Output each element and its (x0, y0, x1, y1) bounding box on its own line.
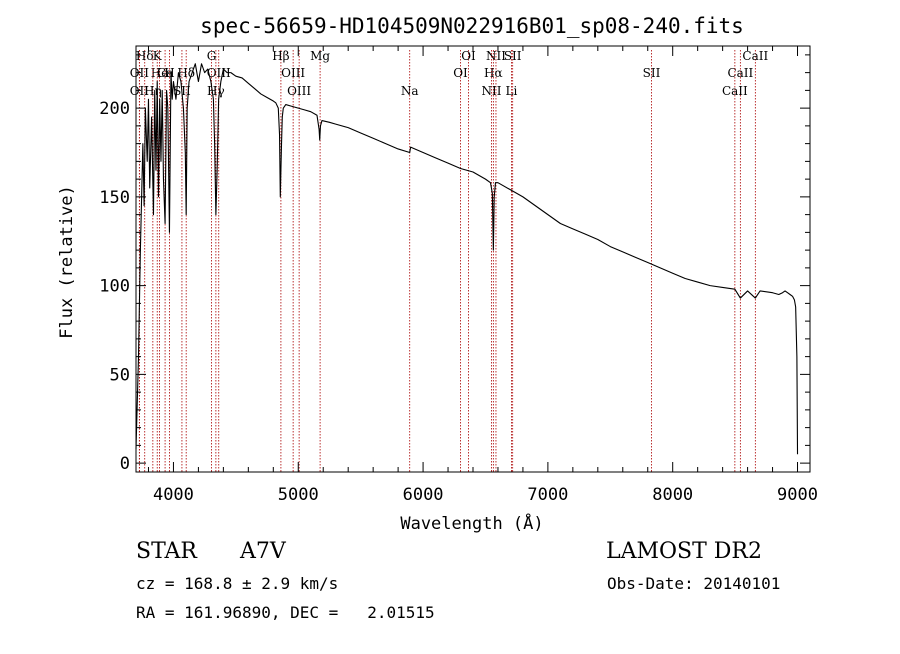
spectral-line-markers: HδKGHβMgOINIISIICaIIOIIHeCaHHδOIIIOIIIOI… (130, 49, 768, 472)
spectral-line-label: SII (504, 49, 522, 63)
spectral-line-label: K (153, 49, 163, 63)
spectral-line-label: NII (486, 49, 506, 63)
x-tick-label: 9000 (777, 485, 818, 505)
spectral-line-label: Li (506, 84, 518, 98)
axis-ticks: 4000 5000 6000 7000 8000 9000 0 50 100 150 200 (99, 46, 818, 505)
spectral-line-label: OIII (287, 84, 311, 98)
spectral-line-label: G (207, 49, 217, 63)
spectral-line-label: OI (453, 66, 468, 80)
y-tick-label: 200 (99, 99, 130, 119)
flux-line (135, 63, 799, 455)
coordinates-readout: RA = 161.96890, DEC = 2.01515 (136, 603, 435, 622)
object-class: STAR (136, 539, 197, 564)
y-axis-label: Flux (relative) (57, 185, 77, 339)
redshift-readout: cz = 168.8 ± 2.9 km/s (136, 574, 339, 593)
spectral-line-label: OII (130, 84, 150, 98)
x-tick-label: 8000 (652, 485, 693, 505)
chart-title: spec-56659-HD104509N022916B01_sp08-240.f… (200, 14, 744, 38)
y-tick-label: 100 (99, 277, 130, 297)
spectral-line-label: CaII (727, 66, 753, 80)
flux-series (135, 63, 799, 455)
plot-frame (135, 45, 811, 473)
spectral-line-label: Hγ (207, 84, 225, 98)
spectral-line-label: Hα (484, 66, 503, 80)
survey-name: LAMOST DR2 (606, 539, 762, 564)
spectral-line-label: Hη (144, 84, 162, 98)
y-tick-label: 150 (99, 188, 130, 208)
x-tick-label: 5000 (278, 485, 319, 505)
spectral-line-label: CaII (742, 49, 768, 63)
spectral-line-label: Mg (310, 49, 330, 63)
spectral-line-label: Hδ (136, 49, 154, 63)
x-tick-label: 6000 (403, 485, 444, 505)
spectral-line-label: SII (643, 66, 661, 80)
object-subclass: A7V (240, 539, 286, 564)
spectral-line-label: H (164, 66, 174, 80)
spectral-line-label: NII (481, 84, 501, 98)
obs-date-readout: Obs-Date: 20140101 (607, 574, 781, 593)
spectral-line-label: OIII (207, 66, 231, 80)
spectral-line-label: CaII (722, 84, 748, 98)
spectral-line-label: He (151, 66, 169, 80)
y-tick-label: 0 (120, 454, 130, 474)
x-axis-label: Wavelength (Å) (400, 512, 543, 534)
spectral-line-label: OI (461, 49, 476, 63)
x-tick-label: 7000 (527, 485, 568, 505)
x-tick-label: 4000 (153, 485, 194, 505)
spectral-line-label: Hβ (272, 49, 289, 63)
spectral-line-label: Na (401, 84, 419, 98)
y-tick-label: 50 (110, 365, 130, 385)
spectral-line-label: OIII (281, 66, 305, 80)
